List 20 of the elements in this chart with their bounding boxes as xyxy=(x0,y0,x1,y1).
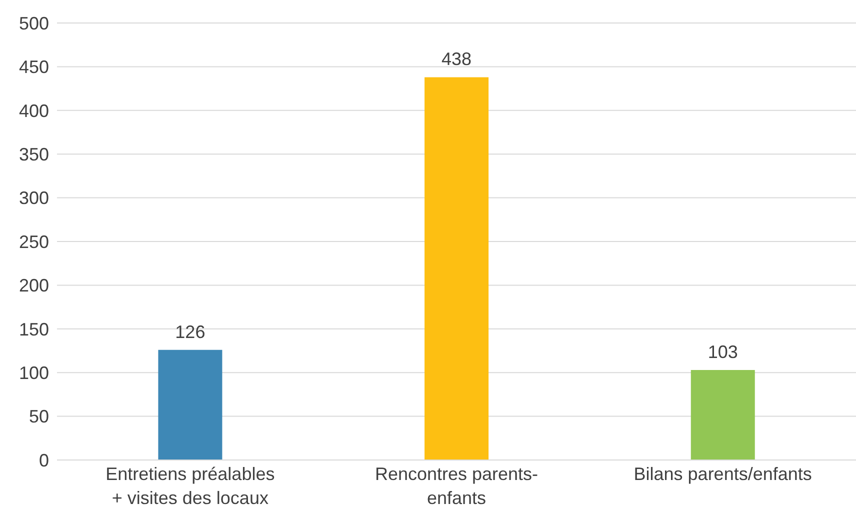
data-label: 126 xyxy=(175,322,206,342)
data-label: 438 xyxy=(442,49,472,70)
y-tick-label: 350 xyxy=(18,144,49,164)
y-tick-label: 400 xyxy=(18,100,49,121)
y-tick-label: 300 xyxy=(18,188,49,208)
y-tick-label: 200 xyxy=(18,276,49,296)
y-tick-label: 250 xyxy=(18,232,49,252)
x-tick-label: Bilans parents/enfants xyxy=(634,464,812,484)
y-tick-label: 150 xyxy=(18,319,49,340)
bar xyxy=(424,77,489,460)
bar xyxy=(690,370,755,460)
y-tick-label: 50 xyxy=(28,406,49,427)
bar xyxy=(158,350,222,460)
x-tick-label: Entretiens préalables + visites des locaux xyxy=(106,464,275,508)
y-tick-label: 0 xyxy=(38,450,49,470)
x-tick-label: Rencontres parents-enfants xyxy=(374,464,538,508)
y-tick-label: 500 xyxy=(18,13,49,34)
data-label: 103 xyxy=(708,342,738,362)
y-tick-label: 100 xyxy=(18,362,49,383)
y-tick-label: 450 xyxy=(18,57,49,78)
